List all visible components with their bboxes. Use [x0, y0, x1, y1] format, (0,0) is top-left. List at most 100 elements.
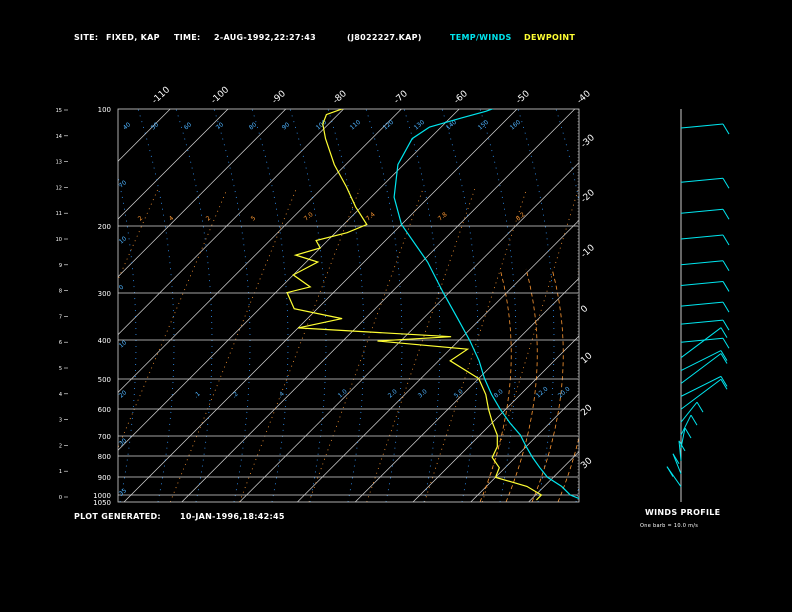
- wind-barb-shaft: [680, 208, 724, 214]
- wind-barb-flag: [696, 401, 704, 413]
- moist-ratio-label: 5.0: [453, 388, 465, 400]
- wind-barbs: [666, 123, 730, 487]
- moist-adiabat-side-label: 20: [118, 389, 128, 399]
- isotherm-line: [760, 109, 792, 502]
- right-temperature-label: -20: [579, 188, 597, 205]
- wind-barb-shaft: [680, 177, 724, 183]
- height-label: 13: [56, 160, 62, 166]
- wind-barb-flag: [672, 453, 680, 465]
- wind-barb-flag: [722, 260, 730, 272]
- wind-barb-shaft: [680, 414, 692, 436]
- pressure-label: 100: [98, 106, 111, 114]
- wind-barb-shaft: [680, 337, 724, 343]
- mixing-ratio-label: 8.2: [515, 211, 527, 223]
- wind-barb-shaft: [680, 401, 698, 423]
- moist-adiabat-line: [441, 109, 479, 502]
- height-label: 7: [59, 314, 62, 320]
- mixing-ratio-labels: 2 4 2 5 7.0 7.4 7.8 8.2 .1 .2 .4 1.0 2.0 3.0 5.0 8.0 12.…: [137, 211, 572, 400]
- wind-barb-flag: [722, 123, 730, 135]
- wind-barb-flag: [720, 376, 728, 387]
- mixing-ratio-line: [118, 188, 159, 281]
- height-label: 8: [59, 289, 62, 295]
- wind-barb-flag: [720, 327, 728, 338]
- height-label: 15: [56, 108, 62, 114]
- height-label: 10: [56, 237, 62, 243]
- top-temperature-label: -110: [150, 85, 172, 106]
- wind-barb-flag: [666, 466, 674, 477]
- skewed-isotherms: [0, 109, 792, 502]
- isotherm-line: [702, 109, 792, 502]
- temperature-axis-right: -30 -20 -10 0 10 20 30: [579, 133, 597, 471]
- isotherm-line: [470, 393, 579, 502]
- wind-barb-shaft: [680, 375, 722, 397]
- isotherm-line: [0, 109, 112, 502]
- moist-adiabat-label: 120: [382, 119, 395, 132]
- height-label: 11: [56, 211, 62, 217]
- moist-ratio-label: 2.0: [387, 388, 399, 400]
- sounding-series: [286, 109, 579, 501]
- isotherm-line: [528, 451, 579, 502]
- moist-adiabat-label: 50: [150, 121, 160, 131]
- moist-ratio-label: .2: [231, 390, 240, 399]
- moist-adiabat-label: 40: [122, 121, 132, 131]
- footer-generated: PLOT GENERATED: 10-JAN-1996,18:42:45: [74, 512, 284, 521]
- mixing-ratio-label: 4: [168, 215, 176, 223]
- moist-adiabat-line: [403, 109, 441, 502]
- time-label: TIME:: [174, 33, 201, 42]
- isobars: [118, 225, 578, 496]
- isotherm-line: [118, 109, 287, 278]
- wind-barb-shaft: [680, 123, 724, 129]
- legend-dewpoint: DEWPOINT: [524, 33, 576, 42]
- moist-ratio-label: .4: [277, 390, 286, 399]
- moist-adiabat-side-label: 0: [118, 284, 126, 292]
- mixing-ratio-label: 2: [137, 215, 145, 223]
- mixing-ratio-line: [239, 188, 360, 502]
- pressure-label: 800: [98, 453, 111, 461]
- wind-barb-shaft: [680, 427, 686, 449]
- plot-frame: [117, 108, 580, 503]
- moist-adiabat-line: [327, 109, 365, 502]
- moist-adiabat-label: 70: [215, 121, 225, 131]
- moist-adiabat-label: 160: [509, 119, 522, 132]
- pressure-label: 600: [98, 406, 111, 414]
- file-name: (J8022227.KAP): [347, 33, 422, 42]
- isotherm-line: [118, 109, 460, 451]
- moist-ratio-label: 1.0: [337, 388, 349, 400]
- mixing-ratio-label: 7.0: [303, 211, 315, 223]
- legend-temp: TEMP/WINDS: [450, 33, 512, 42]
- moist-adiabats: [118, 109, 579, 502]
- moist-adiabat-side-label: 10: [118, 235, 128, 245]
- moist-adiabat-side-label: 70: [118, 179, 128, 189]
- top-temperature-label: -40: [575, 89, 593, 106]
- right-temperature-label: 10: [579, 351, 594, 366]
- height-label: 9: [59, 263, 62, 269]
- top-temperature-label: -50: [514, 89, 532, 106]
- pressure-label: 700: [98, 433, 111, 441]
- wind-barb-flag: [722, 177, 730, 189]
- mixing-ratio-label: 7.4: [365, 211, 377, 223]
- isotherm-line: [0, 109, 55, 502]
- pressure-label: 500: [98, 376, 111, 384]
- pressure-label: 300: [98, 290, 111, 298]
- moist-ratio-label: 3.0: [417, 388, 429, 400]
- moist-adiabat-side-label: 30: [118, 437, 128, 447]
- isotherm-line: [181, 109, 576, 502]
- dry-adiabat-line: [531, 268, 564, 502]
- wind-barb-flag: [720, 350, 728, 361]
- site-value: FIXED, KAP: [106, 33, 160, 42]
- right-temperature-label: -30: [579, 133, 597, 150]
- moist-adiabat-label: 60: [183, 121, 193, 131]
- dewpoint-line: [286, 109, 543, 501]
- dry-adiabat-line: [505, 268, 538, 502]
- right-temperature-label: -10: [579, 243, 597, 260]
- wind-barb-shaft: [680, 280, 724, 286]
- height-label: 0: [59, 495, 62, 501]
- right-temperature-label: 0: [579, 304, 590, 315]
- wind-barb-shaft: [680, 260, 724, 266]
- moist-adiabat-label: 90: [281, 121, 291, 131]
- height-label: 4: [59, 392, 62, 398]
- moist-adiabat-label: 80: [248, 121, 258, 131]
- mixing-ratio-label: 7.8: [437, 211, 449, 223]
- moist-adiabat-label: 130: [413, 119, 426, 132]
